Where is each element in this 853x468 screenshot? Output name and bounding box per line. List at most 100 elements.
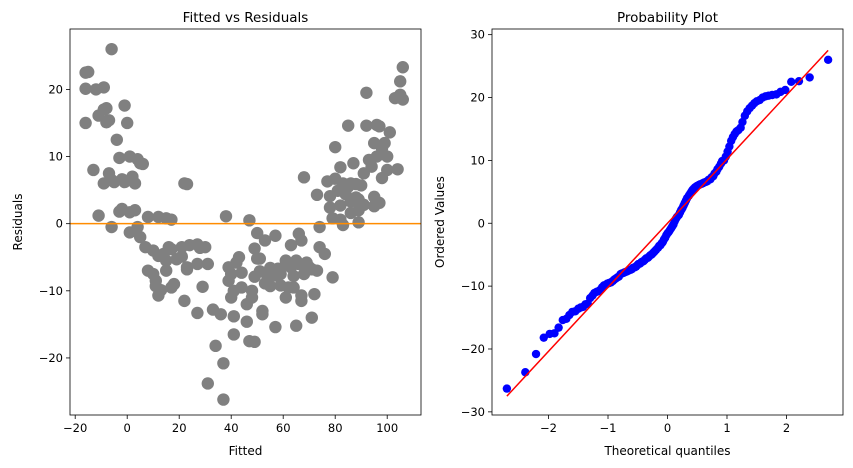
- chart0-point: [274, 267, 287, 281]
- chart0-point: [82, 65, 95, 79]
- chart0-point: [336, 218, 350, 232]
- chart0-point: [357, 198, 370, 212]
- chart0-x-tick-label: 80: [328, 421, 343, 435]
- chart0-point: [201, 377, 214, 390]
- chart1-y-tick-label: 20: [470, 91, 485, 105]
- chart0-point: [297, 171, 311, 184]
- chart0-point: [365, 160, 378, 173]
- chart1-x-tick-label: 2: [783, 421, 790, 435]
- chart1-point: [805, 73, 814, 82]
- chart0-point: [360, 119, 373, 132]
- chart0-point: [178, 294, 191, 308]
- chart0-point: [219, 210, 233, 223]
- chart0-point: [180, 263, 194, 276]
- chart0-point: [305, 311, 318, 324]
- chart0-point: [97, 81, 111, 94]
- chart0-point: [310, 188, 324, 202]
- chart0-point: [243, 214, 256, 227]
- chart1-plot-area: [502, 49, 833, 397]
- chart0-point: [191, 257, 204, 271]
- chart0-point: [128, 177, 142, 190]
- chart0-point: [258, 234, 272, 247]
- chart0-point: [251, 226, 264, 240]
- chart0-point: [141, 210, 155, 224]
- chart0-point: [79, 82, 92, 95]
- chart0-point: [264, 279, 277, 293]
- chart0-point: [284, 238, 298, 252]
- chart0-point: [235, 281, 248, 294]
- chart1-y-tick-label: 0: [478, 216, 485, 230]
- chart0-plot-area: [70, 42, 421, 406]
- chart0-x-tick-label: 20: [172, 421, 187, 435]
- chart1-y-tick-label: −10: [461, 279, 485, 293]
- chart1-point: [554, 323, 563, 332]
- chart0-point: [92, 209, 105, 222]
- chart0-point: [160, 264, 173, 277]
- chart0-point: [381, 150, 394, 163]
- chart0-x-tick-label: 0: [124, 421, 131, 435]
- chart0-point: [113, 205, 126, 218]
- chart1-point: [787, 77, 796, 87]
- chart0-point: [128, 204, 142, 217]
- chart1-y-tick-label: −20: [461, 342, 485, 356]
- chart0-point: [118, 175, 131, 189]
- chart0-point: [121, 116, 134, 130]
- chart1-point: [823, 55, 833, 64]
- chart0-point: [227, 328, 240, 341]
- chart0-y-tick-label: −10: [39, 284, 63, 298]
- chart1-x-tick-label: −1: [600, 421, 617, 435]
- chart0-point: [352, 216, 365, 229]
- chart0-point: [396, 61, 409, 74]
- chart1-axes-frame: [491, 28, 844, 416]
- chart0-point: [217, 393, 230, 406]
- chart0-point: [295, 294, 308, 308]
- chart0-point: [245, 284, 259, 298]
- chart0-point: [269, 229, 282, 242]
- chart1-y-tick-label: −30: [461, 405, 485, 419]
- chart0-point: [217, 357, 230, 370]
- chart0-point: [248, 335, 261, 349]
- chart0-point: [287, 281, 300, 294]
- chart0-point: [334, 161, 347, 174]
- chart0-point: [287, 269, 300, 283]
- chart0-point: [295, 234, 308, 247]
- chart0-point: [394, 75, 407, 88]
- chart1-point: [531, 349, 541, 359]
- chart0-y-tick-label: 10: [48, 150, 63, 164]
- chart0-y-axis-label: Residuals: [11, 194, 25, 251]
- chart1-y-tick-label: 10: [470, 153, 485, 167]
- chart0-x-tick-label: 100: [376, 421, 398, 435]
- chart0-point: [232, 251, 246, 264]
- chart0-point: [308, 287, 321, 301]
- chart0-point: [334, 199, 347, 212]
- chart0-point: [196, 280, 209, 293]
- chart0-point: [235, 266, 248, 279]
- chart0-point: [227, 310, 240, 323]
- chart0-point: [391, 163, 404, 176]
- chart0-point: [248, 242, 261, 255]
- chart0-point: [396, 93, 409, 106]
- chart0-point: [360, 86, 373, 99]
- chart0-point: [87, 163, 100, 177]
- chart1-y-tick-label: 30: [470, 28, 485, 42]
- chart0-point: [180, 177, 194, 191]
- chart0-point: [279, 291, 292, 304]
- chart0-point: [373, 120, 386, 133]
- chart0-point: [323, 201, 337, 214]
- chart0-point: [256, 304, 269, 318]
- chart0-point: [209, 339, 222, 353]
- chart0-point: [113, 151, 126, 165]
- chart0-point: [102, 114, 116, 127]
- chart0-point: [152, 289, 165, 302]
- chart0-point: [201, 257, 214, 271]
- chart0-panel: −20 0 20 40 60 80 100 −20 −10 0 10 20 Fitted vs Resi…: [11, 10, 422, 458]
- chart0-point: [383, 126, 396, 139]
- chart0-point: [199, 240, 212, 254]
- chart0-point: [105, 42, 118, 56]
- chart0-point: [165, 242, 178, 256]
- chart0-point: [167, 277, 181, 291]
- chart0-point: [318, 247, 331, 261]
- chart0-point: [118, 99, 131, 112]
